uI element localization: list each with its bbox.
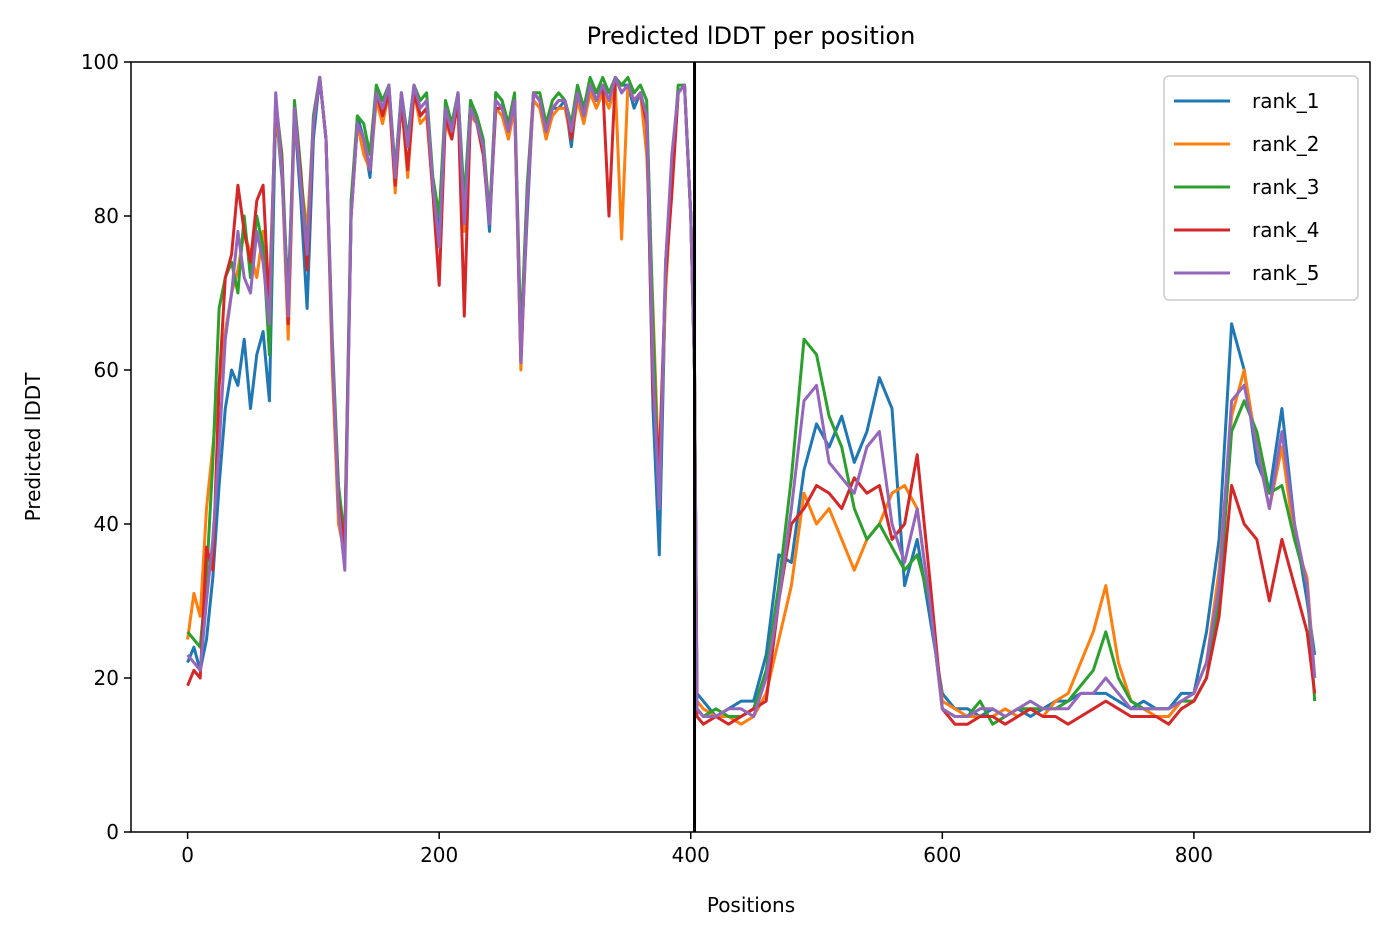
plot-area — [186, 62, 1317, 832]
y-tick-label: 60 — [94, 358, 119, 382]
legend-box — [1163, 75, 1359, 301]
x-tick-label: 0 — [181, 843, 194, 867]
x-tick-label: 400 — [672, 843, 710, 867]
y-tick-label: 80 — [94, 204, 119, 228]
y-tick-label: 40 — [94, 512, 119, 536]
y-tick-label: 0 — [106, 820, 119, 844]
x-tick-label: 600 — [923, 843, 961, 867]
y-axis: 0 20 40 60 80 100 — [81, 50, 131, 844]
legend-entry-label: rank_3 — [1252, 175, 1319, 199]
y-tick-label: 100 — [81, 50, 119, 74]
legend-entry-label: rank_5 — [1252, 261, 1319, 285]
series-line-rank_5 — [186, 75, 1317, 718]
legend-entry-label: rank_2 — [1252, 132, 1319, 156]
series-layer — [186, 75, 1317, 726]
plot-frame — [130, 61, 1371, 833]
x-axis: 0 200 400 600 800 — [181, 832, 1213, 867]
x-tick-label: 200 — [420, 843, 458, 867]
legend-entry-label: rank_1 — [1252, 89, 1319, 113]
legend-entry-label: rank_4 — [1252, 218, 1319, 242]
chart-title: Predicted lDDT per position — [587, 22, 916, 50]
x-tick-label: 800 — [1175, 843, 1213, 867]
y-axis-label: Predicted lDDT — [21, 372, 45, 522]
legend: rank_1 rank_2 rank_3 rank_4 rank_5 — [1163, 75, 1359, 301]
x-axis-label: Positions — [707, 893, 795, 917]
y-tick-label: 20 — [94, 666, 119, 690]
